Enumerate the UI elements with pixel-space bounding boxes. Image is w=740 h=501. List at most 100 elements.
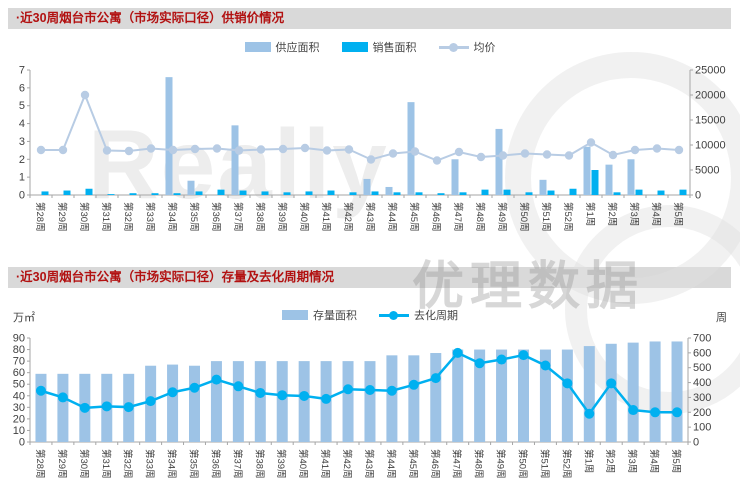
bar-销售面积 [107,194,115,195]
cycle-line-swatch [379,310,409,320]
marker-均价 [608,150,618,160]
bar-存量面积 [627,342,639,442]
x-category-label: 第28周 [34,449,46,479]
right-axis-tick-label: 200 [693,407,711,419]
bar-供应面积 [451,159,459,195]
right-axis-tick-label: 0 [695,190,701,202]
x-category-label: 第36周 [209,449,221,479]
bar-存量面积 [386,355,398,442]
marker-去化周期 [35,385,46,396]
bar-销售面积 [569,188,577,195]
right-axis-tick-label: 600 [693,347,711,359]
right-axis-tick-label: 500 [693,362,711,374]
x-category-label: 第37周 [231,449,243,479]
bar-销售面积 [41,191,49,195]
legend-label: 销售面积 [372,42,417,54]
x-category-label: 第28周 [34,202,46,232]
x-category-label: 第49周 [495,449,507,479]
bar-销售面积 [481,189,489,195]
x-category-label: 第38周 [254,202,266,232]
chart1-title: ·近30周烟台市公寓（市场实际口径）供销价情况 [16,11,285,25]
left-axis-tick-label: 6 [19,82,25,94]
x-category-label: 第2周 [606,202,618,226]
left-axis-tick-label: 10 [13,425,25,437]
bar-存量面积 [364,361,376,442]
marker-均价 [454,147,464,157]
chart2-title-bar: ·近30周烟台市公寓（市场实际口径）存量及去化周期情况 [8,267,731,288]
x-category-label: 第2周 [604,449,616,473]
x-category-label: 第32周 [122,449,134,479]
supply-area-swatch [244,42,271,52]
x-category-label: 第4周 [650,202,662,226]
x-category-label: 第46周 [429,449,441,479]
bar-销售面积 [547,190,555,195]
x-category-label: 第32周 [122,202,134,232]
bar-存量面积 [430,353,442,442]
x-category-label: 第35周 [188,449,200,479]
x-category-label: 第43周 [364,202,376,232]
x-category-label: 第29周 [56,449,68,479]
x-category-label: 第36周 [210,202,222,232]
x-category-label: 第34周 [166,449,178,479]
left-axis-tick-label: 90 [13,333,25,345]
bar-销售面积 [217,189,225,195]
left-axis-tick-label: 50 [13,379,25,391]
bar-销售面积 [635,189,643,195]
x-category-label: 第42周 [341,449,353,479]
marker-去化周期 [145,396,156,407]
marker-均价 [146,144,156,153]
marker-均价 [520,149,530,158]
marker-去化周期 [408,379,419,390]
bar-销售面积 [613,192,621,195]
x-category-label: 第1周 [582,449,594,473]
x-category-label: 第33周 [144,202,156,232]
bar-供应面积 [363,178,371,195]
bar-供应面积 [407,102,415,195]
inventory-cycle-chart: 0102030405060708090010020030040050060070… [13,333,712,479]
bar-存量面积 [57,373,69,442]
marker-去化周期 [584,408,595,419]
marker-去化周期 [57,392,68,403]
left-axis-tick-label: 70 [13,356,25,368]
marker-均价 [410,147,420,156]
bar-销售面积 [349,192,357,195]
marker-去化周期 [211,374,222,385]
marker-均价 [36,145,46,155]
left-axis-tick-label: 40 [13,390,25,402]
bar-存量面积 [298,361,310,442]
bar-销售面积 [305,191,313,195]
marker-去化周期 [562,378,573,389]
cycle-line-marker [389,310,398,320]
marker-均价 [256,145,266,154]
marker-去化周期 [233,381,244,392]
left-axis-unit: 万㎡ [13,312,35,324]
chart2-legend: 存量面积 去化周期 [0,307,740,323]
marker-均价 [234,146,244,155]
marker-去化周期 [496,354,507,365]
marker-去化周期 [606,378,617,389]
marker-去化周期 [452,347,463,358]
x-category-label: 第33周 [144,449,156,479]
right-axis-tick-label: 100 [693,422,711,434]
right-axis-tick-label: 700 [693,333,711,345]
x-category-label: 第40周 [298,202,310,232]
marker-均价 [652,144,662,153]
x-category-label: 第46周 [430,202,442,232]
marker-去化周期 [299,390,310,401]
marker-去化周期 [343,384,354,395]
x-category-label: 第50周 [518,202,530,232]
x-category-label: 第39周 [276,202,288,232]
marker-去化周期 [364,385,375,395]
left-axis-tick-label: 7 [19,65,25,77]
x-category-label: 第37周 [232,202,244,232]
x-category-label: 第5周 [672,202,684,226]
marker-均价 [586,138,596,147]
marker-去化周期 [321,393,332,404]
marker-去化周期 [474,358,485,369]
marker-均价 [344,145,354,154]
bar-存量面积 [518,349,529,442]
bar-销售面积 [195,191,203,195]
bar-销售面积 [393,192,401,195]
x-category-label: 第52周 [560,449,572,479]
bar-存量面积 [474,349,486,442]
